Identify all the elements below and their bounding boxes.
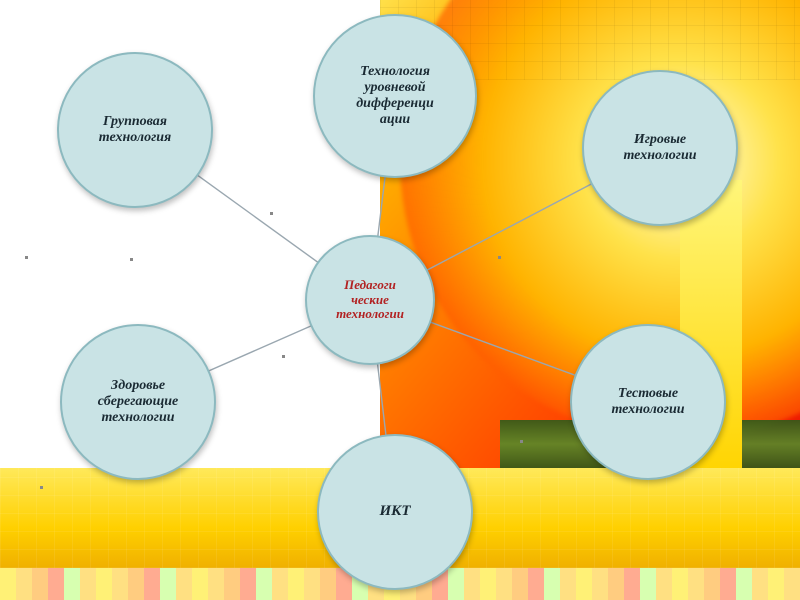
- noise-dot: [25, 256, 28, 259]
- game-label: Игровые технологии: [623, 132, 696, 164]
- noise-dot: [130, 258, 133, 261]
- node-group: Групповая технология: [57, 52, 213, 208]
- noise-dot: [282, 355, 285, 358]
- diff-label: Технология уровневой дифференци ации: [356, 64, 434, 128]
- node-diff: Технология уровневой дифференци ации: [313, 14, 477, 178]
- noise-dot: [40, 486, 43, 489]
- noise-dot: [520, 440, 523, 443]
- node-ikt: ИКТ: [317, 434, 473, 590]
- health-label: Здоровье сберегающие технологии: [98, 378, 179, 426]
- center-label: Педагоги ческие технологии: [336, 278, 404, 323]
- diagram-stage: Технология уровневой дифференци ации Груп…: [0, 0, 800, 600]
- node-game: Игровые технологии: [582, 70, 738, 226]
- group-label: Групповая технология: [99, 114, 172, 146]
- node-test: Тестовые технологии: [570, 324, 726, 480]
- node-health: Здоровье сберегающие технологии: [60, 324, 216, 480]
- test-label: Тестовые технологии: [611, 386, 684, 418]
- center-node: Педагоги ческие технологии: [305, 235, 435, 365]
- noise-dot: [498, 256, 501, 259]
- noise-dot: [270, 212, 273, 215]
- ikt-label: ИКТ: [379, 503, 410, 520]
